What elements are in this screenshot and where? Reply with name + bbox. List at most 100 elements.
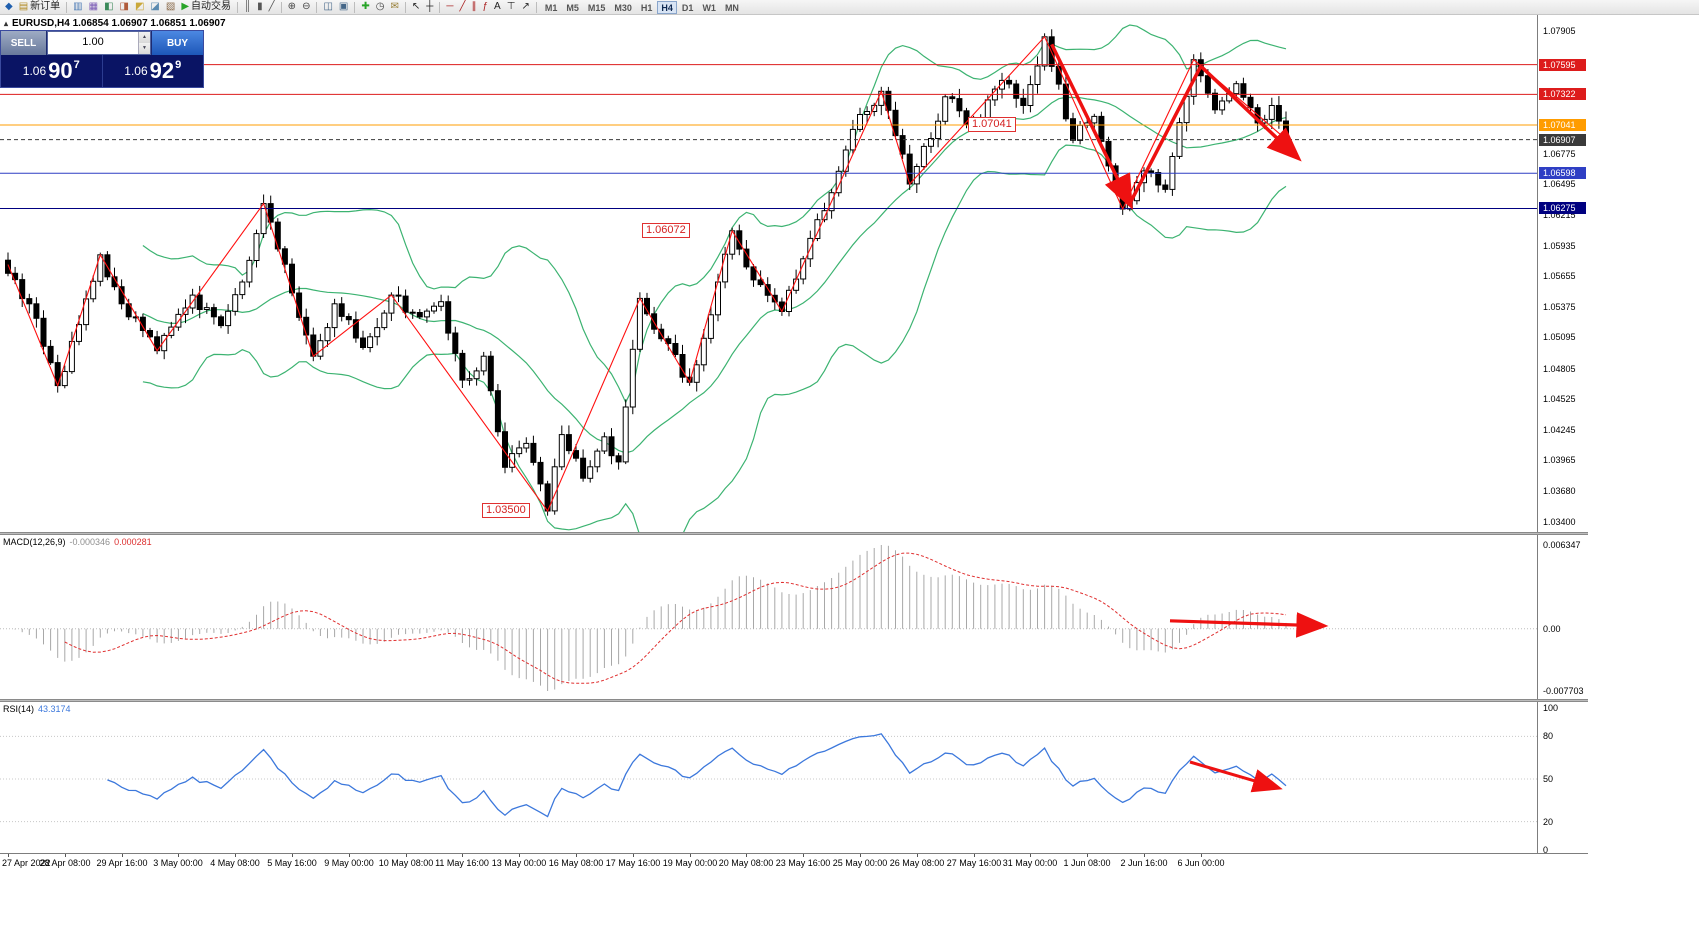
macd-arrow[interactable]: [1169, 612, 1329, 638]
zoom-out-icon: ⊖: [302, 1, 311, 12]
bid-pip-digit: 7: [73, 59, 80, 71]
line-chart-icon[interactable]: ╱: [266, 1, 278, 14]
profiles-icon: ▦: [88, 1, 99, 12]
cursor-icon[interactable]: ↖: [409, 1, 423, 14]
rsi-scale-label: 0: [1543, 845, 1549, 855]
zigzag-line[interactable]: [7, 35, 1287, 513]
ask-pip-digit: 9: [175, 59, 182, 71]
time-tick: [1030, 854, 1031, 857]
rsi-scale-label: 100: [1543, 703, 1559, 713]
volume-up-icon[interactable]: ▲: [139, 32, 150, 43]
time-label: 17 May 16:00: [605, 858, 661, 868]
price-annotation[interactable]: 1.07041: [968, 117, 1016, 132]
horizontal-line-icon[interactable]: ─: [443, 1, 456, 14]
app-icon[interactable]: ◆: [2, 1, 16, 14]
periods-icon[interactable]: ◷: [373, 1, 388, 14]
macd-plot[interactable]: [0, 535, 1537, 699]
macd-panel[interactable]: MACD(12,26,9) -0.000346 0.000281: [0, 535, 1537, 699]
rsi-arrow[interactable]: [1189, 760, 1283, 793]
autotrading-button-label: 自动交易: [191, 1, 232, 12]
price-scale[interactable]: 1.07905 1.06775 1.06495 1.06215 1.05935 1.056…: [1537, 15, 1588, 855]
market-watch-icon[interactable]: ◧: [101, 1, 116, 14]
navigator-icon[interactable]: ◩: [132, 1, 147, 14]
volume-down-icon[interactable]: ▼: [139, 43, 150, 54]
time-label: 25 May 00:00: [832, 858, 888, 868]
panel-separator[interactable]: [0, 532, 1588, 535]
time-tick: [292, 854, 293, 857]
trend-arrow[interactable]: [1128, 65, 1203, 205]
text-label-icon[interactable]: ⊤: [504, 1, 519, 14]
tile-windows-icon[interactable]: ◫: [320, 1, 335, 14]
one-click-trading-panel[interactable]: SELL 1.00 ▲ ▼ BUY 1.06 90 7 1.06 92 9: [0, 30, 204, 88]
chart-info-line: ▴ EURUSD,H4 1.06854 1.06907 1.06851 1.06…: [4, 18, 226, 29]
arrows-icon[interactable]: ↗: [518, 1, 532, 14]
rsi-scale-label: 80: [1543, 731, 1554, 741]
indicators-icon[interactable]: ✚: [358, 1, 372, 14]
zoom-in-icon[interactable]: ⊕: [285, 1, 299, 14]
time-tick: [122, 854, 123, 857]
panel-separator[interactable]: [0, 699, 1588, 702]
new-order-button[interactable]: ▤ 新订单: [16, 1, 63, 14]
volume-value[interactable]: 1.00: [82, 36, 104, 48]
profiles-icon[interactable]: ▦: [86, 1, 101, 14]
ask-price-button[interactable]: 1.06 92 9: [103, 55, 204, 87]
autotrading-button[interactable]: ▶ 自动交易: [178, 1, 234, 14]
ask-big-digits: 92: [149, 58, 175, 83]
price-annotation[interactable]: 1.06072: [642, 223, 690, 238]
strategy-tester-icon[interactable]: ▧: [163, 1, 178, 14]
chart-annotations-layer: 1.07041 1.06072 1.03500: [482, 117, 1016, 518]
timeframe-d1[interactable]: D1: [681, 2, 694, 13]
bollinger-upper-band: [142, 24, 1287, 404]
candlestick-chart-icon[interactable]: ▮: [254, 1, 266, 14]
timeframe-mn[interactable]: MN: [724, 2, 739, 13]
timeframe-w1[interactable]: W1: [702, 2, 716, 13]
rsi-panel[interactable]: RSI(14) 43.3174: [0, 702, 1537, 853]
trend-arrow[interactable]: [1199, 64, 1302, 162]
volume-spinner[interactable]: ▲ ▼: [138, 32, 150, 54]
sell-button[interactable]: SELL: [1, 31, 47, 55]
toolbar-separator: [66, 1, 68, 13]
macd-scale-label: -0.007703: [1543, 686, 1584, 696]
text-icon[interactable]: A: [491, 1, 504, 14]
trendline-icon[interactable]: ╱: [456, 1, 468, 14]
price-annotation[interactable]: 1.03500: [482, 503, 530, 518]
equidistant-channel-icon[interactable]: ∥: [468, 1, 479, 14]
terminal-icon[interactable]: ◪: [147, 1, 162, 14]
price-level-badge: 1.07322: [1539, 88, 1586, 100]
cascade-windows-icon[interactable]: ▣: [336, 1, 351, 14]
rsi-plot[interactable]: [0, 702, 1537, 853]
time-scale[interactable]: 27 Apr 2022 28 Apr 08:00 29 Apr 16:00 3 May…: [0, 853, 1588, 872]
new-chart-icon[interactable]: ▥: [70, 1, 85, 14]
price-level-badge: 1.06275: [1539, 202, 1586, 214]
rsi-scale-label: 50: [1543, 774, 1554, 784]
timeframe-m1[interactable]: M1: [544, 2, 558, 13]
timeframe-m5[interactable]: M5: [566, 2, 579, 13]
periods-icon: ◷: [375, 1, 385, 12]
templates-icon: ✉: [390, 1, 399, 12]
time-label: 5 May 16:00: [267, 858, 317, 868]
timeframe-h4[interactable]: H4: [657, 0, 677, 14]
volume-field[interactable]: 1.00 ▲ ▼: [47, 31, 151, 55]
bar-chart-icon[interactable]: ║: [241, 1, 254, 14]
timeframe-m30[interactable]: M30: [614, 2, 632, 13]
crosshair-icon[interactable]: ┼: [423, 1, 436, 14]
buy-button[interactable]: BUY: [151, 31, 203, 55]
trendline-icon: ╱: [459, 1, 466, 12]
trend-arrow[interactable]: [1050, 43, 1133, 210]
text-label-icon: ⊤: [506, 1, 516, 12]
main-chart[interactable]: [0, 15, 1537, 532]
bid-price-button[interactable]: 1.06 90 7: [1, 55, 103, 87]
new-order-button-label: 新订单: [30, 1, 61, 12]
timeframe-m15[interactable]: M15: [587, 2, 606, 13]
toolbar-separator: [404, 1, 406, 13]
templates-icon[interactable]: ✉: [387, 1, 401, 14]
time-tick: [917, 854, 918, 857]
timeframe-h1[interactable]: H1: [640, 2, 653, 13]
time-tick: [65, 854, 66, 857]
macd-main-value: -0.000346: [69, 537, 111, 547]
data-window-icon[interactable]: ◨: [117, 1, 132, 14]
toolbar-separator: [237, 1, 239, 13]
fibonacci-icon[interactable]: ƒ: [479, 1, 491, 14]
zoom-out-icon[interactable]: ⊖: [299, 1, 313, 14]
time-tick: [406, 854, 407, 857]
